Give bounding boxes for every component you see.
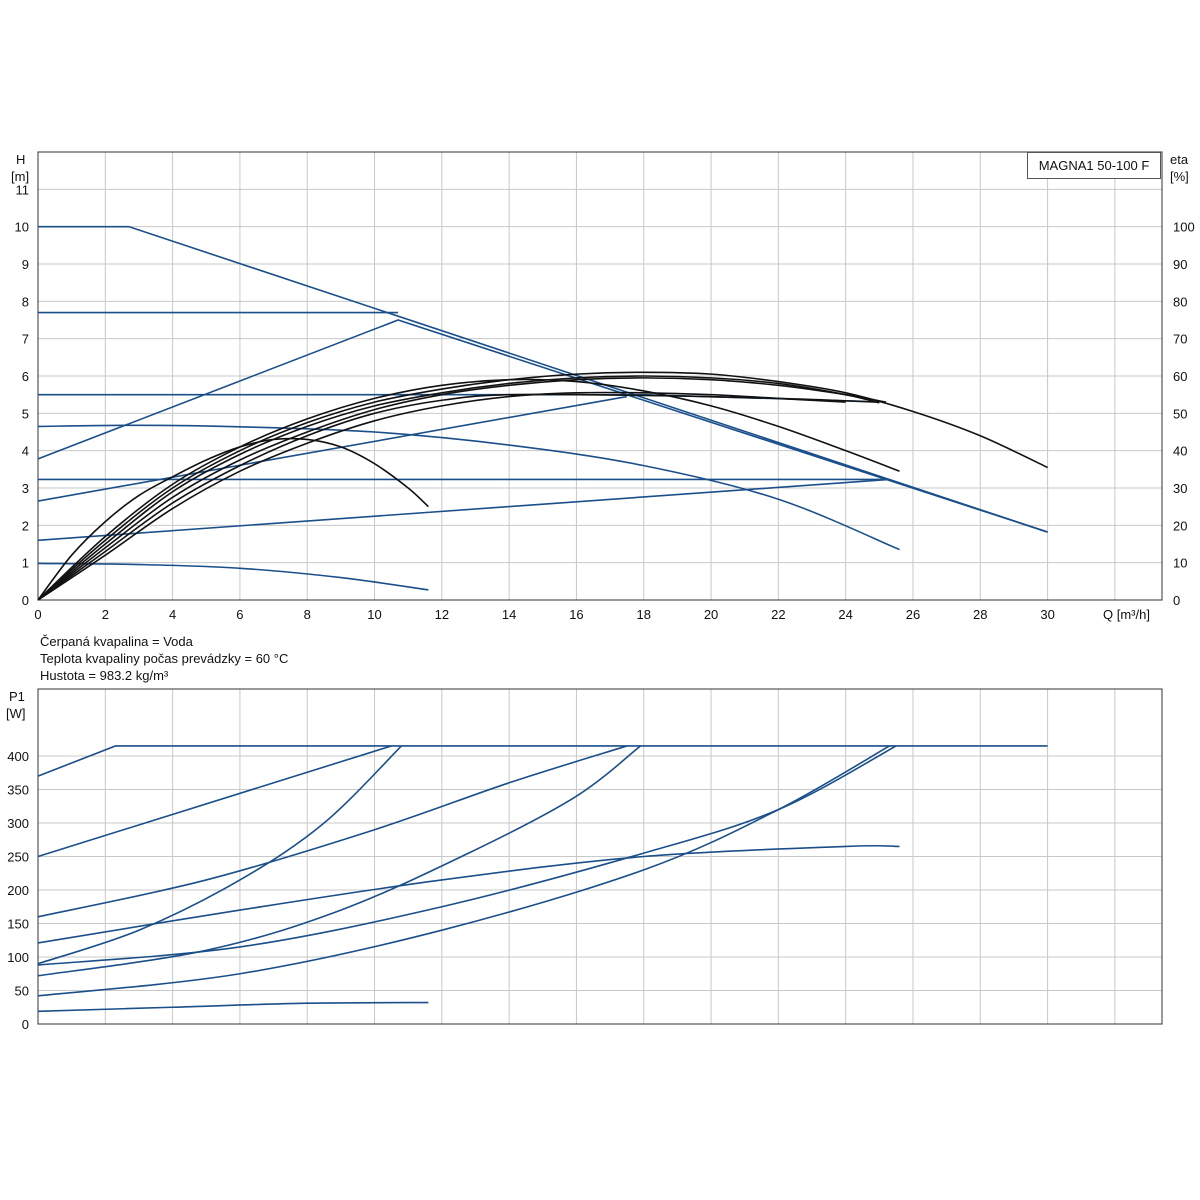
- head-series-line-8: [37, 562, 429, 591]
- power-y-tick-label: 0: [22, 1017, 29, 1032]
- x-tick-label: 14: [502, 607, 516, 622]
- x-tick-label: 24: [838, 607, 852, 622]
- eta-axis-unit: [%]: [1170, 169, 1189, 184]
- head-y-tick-label: 10: [15, 220, 29, 235]
- power-series-line-8: [37, 1001, 429, 1013]
- head-y-tick-label: 6: [22, 369, 29, 384]
- power-y-tick-label: 100: [7, 950, 29, 965]
- x-tick-label: 22: [771, 607, 785, 622]
- power-chart-series: [37, 745, 1048, 1013]
- eta-y-tick-label: 100: [1173, 220, 1195, 235]
- model-label: MAGNA1 50-100 F: [1027, 152, 1161, 179]
- head-y-tick-label: 8: [22, 294, 29, 309]
- power-series-line-5: [37, 844, 900, 944]
- head-series-line-7: [37, 424, 900, 551]
- power-axis-symbol: P1: [9, 689, 25, 704]
- head-y-tick-label: 3: [22, 481, 29, 496]
- head-series-line-0: [38, 225, 1048, 533]
- power-series-line-3: [37, 745, 628, 918]
- x-tick-label: 2: [102, 607, 109, 622]
- head-y-tick-label: 2: [22, 518, 29, 533]
- head-y-tick-label: 1: [22, 556, 29, 571]
- head-axis-unit: [m]: [11, 169, 30, 184]
- x-tick-label: 12: [435, 607, 449, 622]
- eta-y-tick-label: 0: [1173, 593, 1180, 608]
- head-series-line-2: [37, 319, 1048, 533]
- power-chart-grid: [37, 688, 1163, 1025]
- head-y-tick-label: 9: [22, 257, 29, 272]
- power-y-tick-label: 200: [7, 883, 29, 898]
- x-tick-label: 18: [637, 607, 651, 622]
- eta-y-tick-label: 60: [1173, 369, 1187, 384]
- flow-axis-label: Q [m³/h]: [1103, 607, 1150, 622]
- eta-y-tick-label: 20: [1173, 518, 1187, 533]
- power-series-line-6: [37, 745, 897, 966]
- head-series-line-13: [37, 393, 880, 601]
- eta-y-tick-label: 70: [1173, 332, 1187, 347]
- power-series-line-2: [37, 745, 403, 965]
- eta-y-tick-label: 80: [1173, 294, 1187, 309]
- head-series-line-15: [37, 377, 887, 601]
- head-y-tick-label: 5: [22, 406, 29, 421]
- fluid-type: Čerpaná kvapalina = Voda: [40, 634, 193, 649]
- fluid-density: Hustota = 983.2 kg/m³: [40, 668, 169, 683]
- x-tick-label: 30: [1040, 607, 1054, 622]
- x-tick-label: 0: [34, 607, 41, 622]
- power-series-line-1: [37, 745, 392, 858]
- power-series-line-0: [37, 745, 1048, 777]
- eta-y-tick-label: 30: [1173, 481, 1187, 496]
- head-series-line-14: [37, 391, 846, 601]
- power-y-tick-label: 400: [7, 749, 29, 764]
- axis-ticks: 0 2 4 6 8 10 12 14 16 18 20 22 24 26 28 300123456789101…: [7, 182, 1194, 1032]
- eta-y-tick-label: 50: [1173, 406, 1187, 421]
- head-series-line-10: [37, 378, 900, 601]
- head-y-tick-label: 0: [22, 593, 29, 608]
- head-y-tick-label: 11: [16, 182, 30, 197]
- head-frame: [37, 151, 1163, 601]
- head-axis-symbol: H: [16, 152, 26, 167]
- power-y-tick-label: 50: [15, 984, 29, 999]
- power-series-line-4: [37, 745, 641, 977]
- x-tick-label: 4: [169, 607, 176, 622]
- x-tick-label: 10: [367, 607, 381, 622]
- x-tick-label: 28: [973, 607, 987, 622]
- head-series-line-11: [37, 375, 880, 601]
- power-series-line-7: [37, 745, 890, 997]
- eta-y-tick-label: 10: [1173, 556, 1187, 571]
- head-chart-series: [37, 225, 1048, 601]
- fluid-temperature: Teplota kvapaliny počas prevádzky = 60 °…: [40, 651, 289, 666]
- x-tick-label: 20: [704, 607, 718, 622]
- x-tick-label: 8: [304, 607, 311, 622]
- head-chart-grid: [37, 151, 1163, 601]
- fluid-notes: Čerpaná kvapalina = Voda Teplota kvapali…: [40, 633, 288, 684]
- power-y-tick-label: 350: [7, 783, 29, 798]
- power-y-tick-label: 150: [7, 917, 29, 932]
- power-y-tick-label: 250: [7, 850, 29, 865]
- head-y-tick-label: 7: [22, 332, 29, 347]
- eta-axis-symbol: eta: [1170, 152, 1189, 167]
- power-y-tick-label: 300: [7, 816, 29, 831]
- eta-y-tick-label: 40: [1173, 444, 1187, 459]
- x-tick-label: 26: [906, 607, 920, 622]
- x-tick-label: 16: [569, 607, 583, 622]
- power-axis-unit: [W]: [6, 706, 26, 721]
- head-y-tick-label: 4: [22, 444, 29, 459]
- x-tick-label: 6: [236, 607, 243, 622]
- head-series-line-4: [37, 395, 628, 502]
- eta-y-tick-label: 90: [1173, 257, 1187, 272]
